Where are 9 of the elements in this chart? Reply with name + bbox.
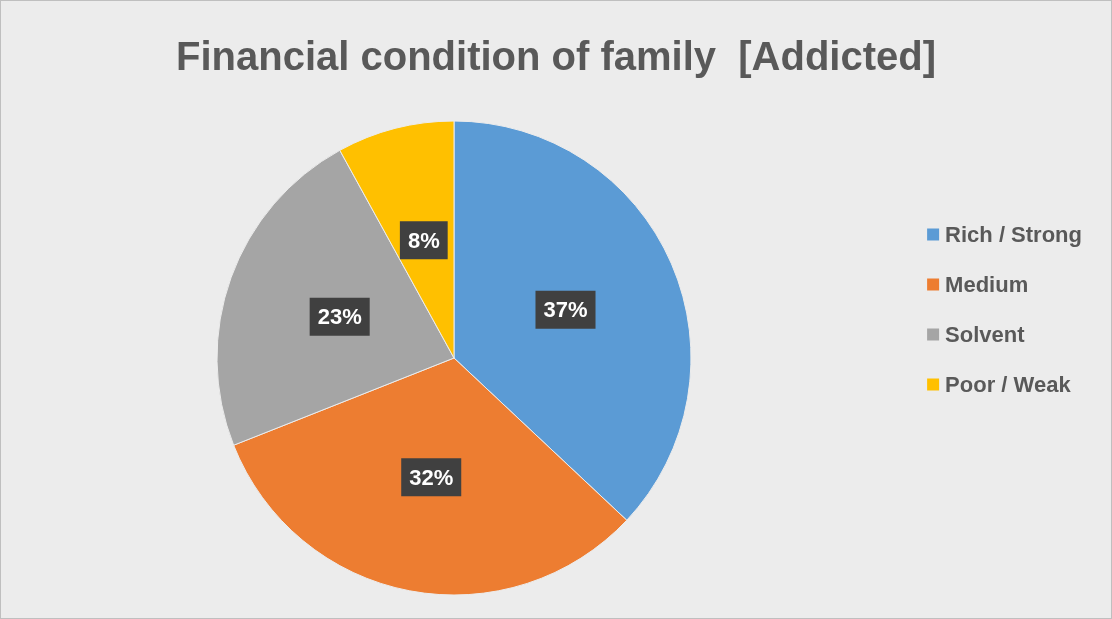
- legend-label: Medium: [945, 272, 1029, 297]
- chart-title: Financial condition of family [Addicted]: [175, 34, 937, 78]
- data-label: 23%: [317, 304, 362, 330]
- legend-label: Rich / Strong: [945, 222, 1082, 247]
- data-label: 37%: [543, 297, 588, 323]
- legend-label: Solvent: [945, 322, 1026, 347]
- data-label: 32%: [409, 464, 454, 490]
- legend-label: Poor / Weak: [945, 372, 1072, 397]
- data-label: 8%: [407, 227, 440, 253]
